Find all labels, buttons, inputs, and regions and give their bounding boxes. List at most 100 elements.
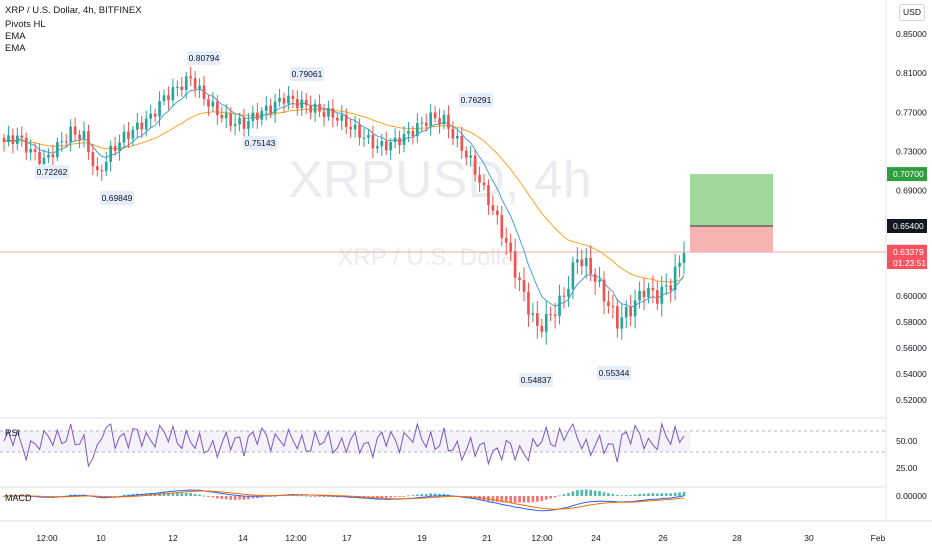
ema-slow-line bbox=[3, 108, 685, 283]
time-tick-label: Feb bbox=[871, 533, 886, 543]
candle-body bbox=[140, 122, 144, 130]
time-tick-label: 12:00 bbox=[531, 533, 553, 543]
candle-body bbox=[407, 131, 410, 134]
macd-histogram-bar bbox=[273, 495, 277, 497]
pivot-label-box bbox=[290, 67, 324, 81]
candle-body bbox=[660, 286, 664, 304]
macd-histogram-bar bbox=[558, 495, 561, 497]
candle-body bbox=[433, 112, 437, 119]
candle-body bbox=[318, 103, 321, 112]
macd-histogram-bar bbox=[420, 494, 424, 496]
pivot-label-box bbox=[243, 136, 277, 150]
macd-histogram-bar bbox=[242, 496, 246, 500]
candle-body bbox=[682, 253, 686, 263]
candle-body bbox=[456, 135, 459, 139]
macd-histogram-bar bbox=[331, 496, 335, 498]
candle-body bbox=[562, 295, 566, 297]
candle-body bbox=[82, 131, 86, 140]
candle-body bbox=[571, 262, 575, 289]
candle-body bbox=[491, 205, 495, 211]
candle-body bbox=[620, 317, 624, 329]
candle-body bbox=[429, 112, 432, 126]
time-tick-label: 19 bbox=[417, 533, 427, 543]
candle-body bbox=[269, 105, 272, 114]
indicator-ema-1[interactable]: EMA bbox=[5, 31, 26, 42]
macd-histogram-bar bbox=[64, 495, 68, 497]
candle-body bbox=[638, 290, 641, 301]
pivot-label: 0.55344 bbox=[599, 368, 630, 378]
candle-body bbox=[624, 307, 628, 318]
price-tick-label: 0.52000 bbox=[896, 395, 927, 405]
pivot-label-box bbox=[35, 165, 69, 179]
macd-histogram-bar bbox=[491, 496, 495, 502]
price-tick-label: 0.58000 bbox=[896, 317, 927, 327]
time-axis[interactable]: 12:00 10 12 14 12:00 17 19 21 12:00 24 26 28 30 Feb bbox=[36, 533, 885, 543]
indicator-pivots[interactable]: Pivots HL bbox=[5, 19, 46, 30]
candle-body bbox=[113, 145, 117, 152]
candle-body bbox=[233, 124, 237, 127]
macd-histogram-bar bbox=[656, 493, 659, 496]
candle-body bbox=[33, 148, 37, 152]
macd-histogram-bar bbox=[224, 496, 228, 500]
macd-histogram-bar bbox=[589, 489, 592, 496]
macd-histogram-bar bbox=[256, 496, 259, 499]
rsi-label[interactable]: RSI bbox=[5, 428, 21, 438]
macd-histogram-bar bbox=[647, 493, 650, 496]
macd-histogram-bar bbox=[651, 493, 655, 496]
macd-histogram-bar bbox=[509, 496, 512, 503]
rsi-line bbox=[3, 422, 685, 468]
candle-body bbox=[629, 307, 632, 317]
macd-histogram-bar bbox=[318, 496, 321, 497]
candle-body bbox=[251, 112, 255, 122]
macd-label[interactable]: MACD bbox=[5, 493, 32, 503]
candle-body bbox=[500, 215, 504, 239]
price-axis[interactable]: 0.85000 0.81000 0.77000 0.73000 0.69000 0.600… bbox=[887, 29, 927, 405]
pivot-label: 0.72262 bbox=[37, 167, 68, 177]
time-tick-label: 12:00 bbox=[36, 533, 58, 543]
macd-histogram-bar bbox=[296, 495, 299, 497]
target-price-tag-bg bbox=[887, 167, 927, 182]
macd-histogram-bar bbox=[522, 496, 526, 503]
macd-histogram-bar bbox=[633, 494, 637, 496]
candle-body bbox=[2, 137, 6, 142]
macd-histogram-bar bbox=[238, 496, 241, 500]
candle-body bbox=[473, 155, 477, 175]
pivot-label-box bbox=[459, 93, 493, 107]
macd-histogram-bar bbox=[580, 489, 584, 496]
macd-histogram-bar bbox=[571, 491, 575, 496]
macd-histogram-bar bbox=[620, 495, 624, 497]
candle-body bbox=[411, 131, 415, 137]
candle-body bbox=[313, 103, 317, 113]
candle-body bbox=[607, 301, 610, 307]
macd-histogram-bar bbox=[500, 496, 504, 503]
last-price-tag-bg bbox=[887, 245, 927, 270]
macd-histogram-bar bbox=[424, 494, 428, 496]
candle-body bbox=[509, 242, 512, 252]
macd-histogram-bar bbox=[567, 493, 570, 496]
indicator-ema-2[interactable]: EMA bbox=[5, 43, 26, 54]
candle-body bbox=[327, 108, 330, 117]
candle-body bbox=[402, 133, 406, 146]
macd-histogram-bar bbox=[540, 496, 544, 502]
pivot-label-box bbox=[100, 191, 134, 205]
macd-histogram-bar bbox=[549, 496, 552, 499]
entry-price-tag: 0.65400 bbox=[893, 221, 924, 231]
rsi-pane: 50.00 25.00 bbox=[0, 422, 918, 473]
candle-body bbox=[416, 123, 419, 137]
candle-body bbox=[167, 95, 170, 101]
position-target-zone bbox=[690, 174, 773, 226]
macd-histogram-bar bbox=[144, 493, 148, 496]
currency-button[interactable]: USD bbox=[899, 4, 925, 21]
time-tick-label: 26 bbox=[658, 533, 668, 543]
candle-body bbox=[60, 141, 64, 143]
pivot-label: 0.54837 bbox=[521, 375, 552, 385]
candle-body bbox=[398, 137, 401, 146]
symbol-title[interactable]: XRP / U.S. Dollar, 4h, BITFINEX bbox=[5, 5, 142, 16]
macd-histogram-bar bbox=[176, 492, 179, 496]
candle-body bbox=[367, 134, 370, 138]
candle-body bbox=[451, 128, 455, 139]
macd-histogram-bar bbox=[682, 491, 686, 496]
long-position-tool[interactable] bbox=[690, 174, 773, 252]
macd-histogram-bar bbox=[184, 492, 188, 496]
